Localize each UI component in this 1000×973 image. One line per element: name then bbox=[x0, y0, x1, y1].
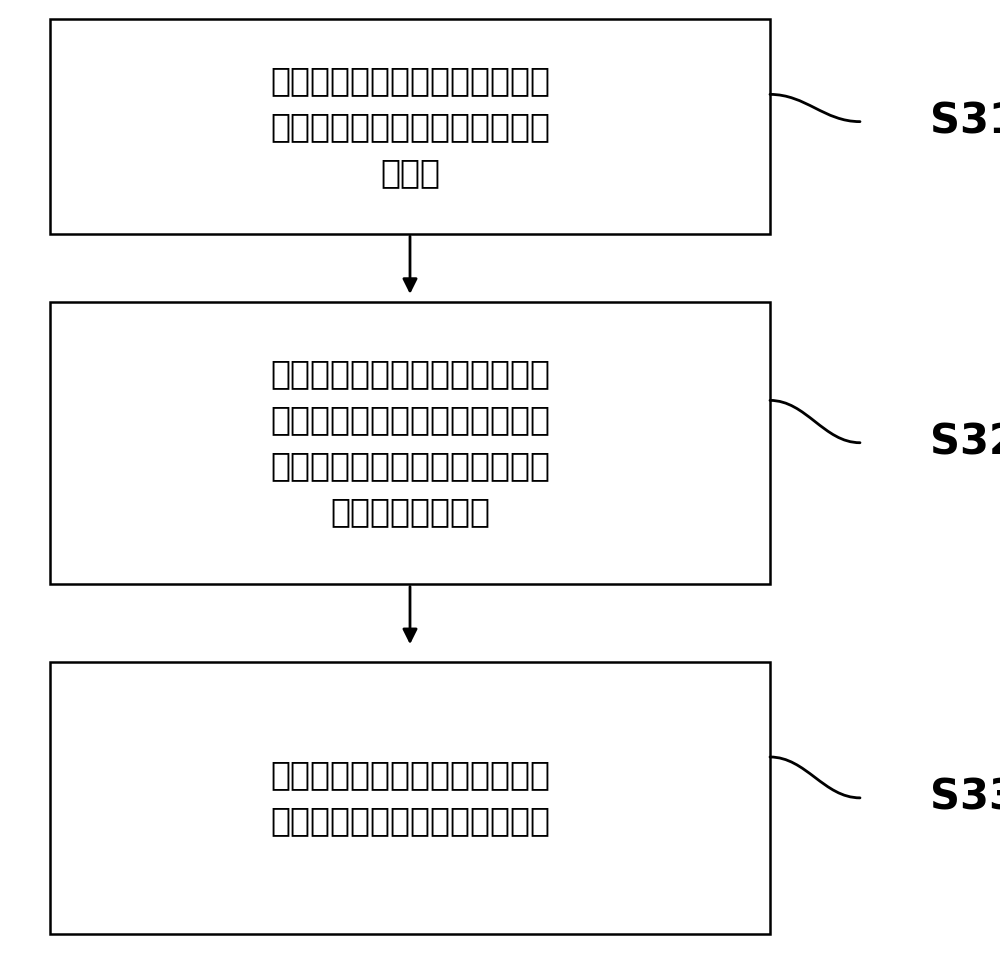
FancyBboxPatch shape bbox=[50, 662, 770, 934]
Text: S320: S320 bbox=[930, 421, 1000, 464]
Text: 向所述每一个发动机发送用于关
闭所述额外起飞推力的关闭信号: 向所述每一个发动机发送用于关 闭所述额外起飞推力的关闭信号 bbox=[270, 758, 550, 838]
Text: 响应于所述第一指令，向所述飞
机的所有可用发动机中的每一个
发动机发送用于激活所述额外起
飞推力的激活信号: 响应于所述第一指令，向所述飞 机的所有可用发动机中的每一个 发动机发送用于激活所… bbox=[270, 357, 550, 528]
Text: S310: S310 bbox=[930, 100, 1000, 143]
FancyBboxPatch shape bbox=[50, 19, 770, 234]
Text: 接收来自所述飞机的飞行员的、
用于激活所述额外起飞推力的第
一指令: 接收来自所述飞机的飞行员的、 用于激活所述额外起飞推力的第 一指令 bbox=[270, 64, 550, 189]
Text: S330: S330 bbox=[930, 776, 1000, 819]
FancyBboxPatch shape bbox=[50, 302, 770, 584]
